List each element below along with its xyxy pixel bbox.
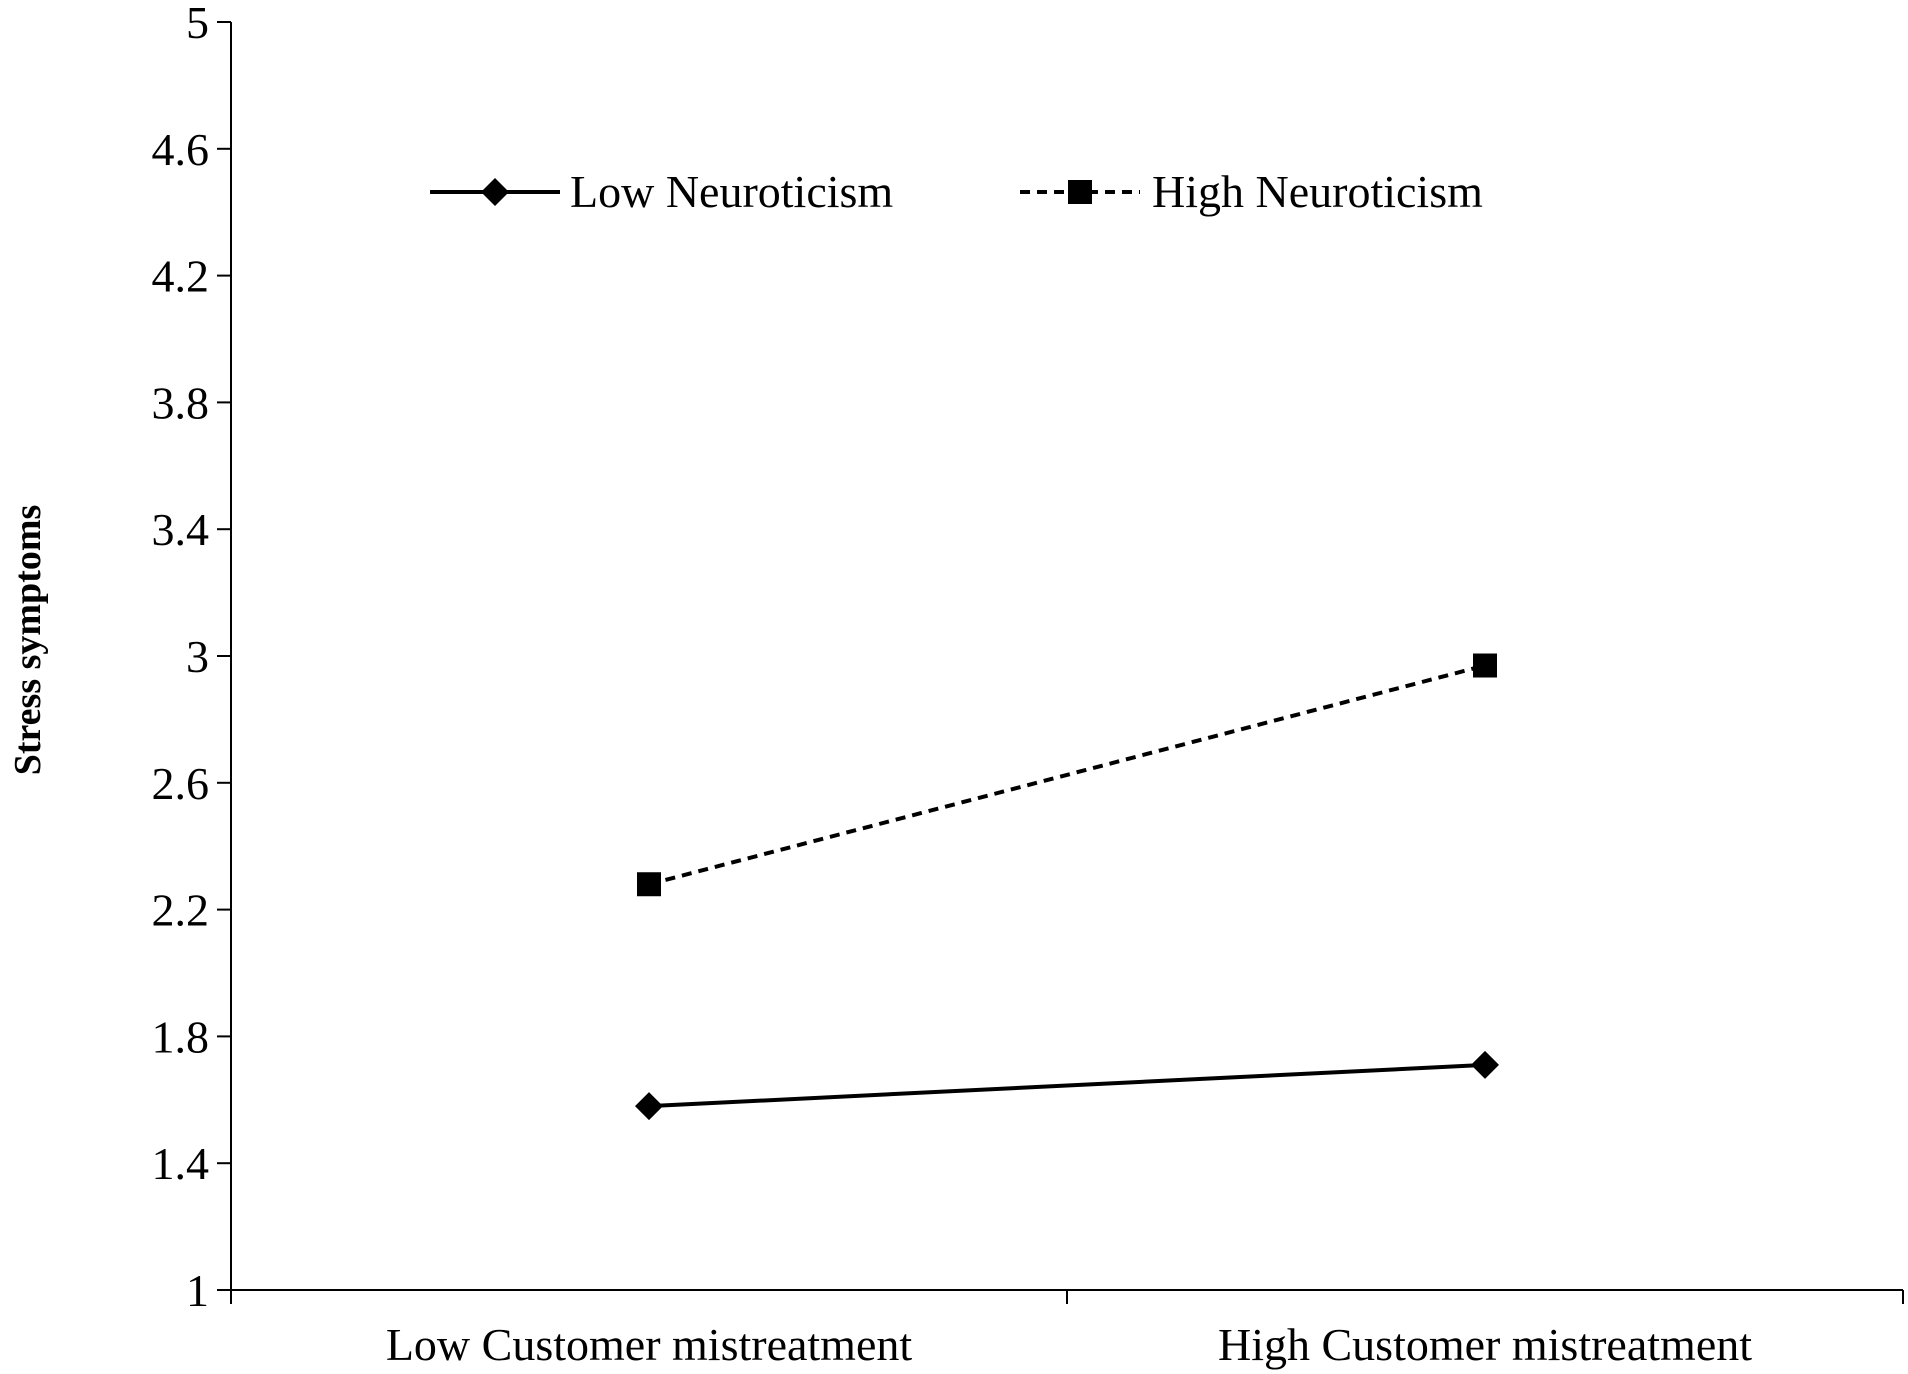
y-tick-label: 3: [186, 631, 209, 682]
x-category-label: Low Customer mistreatment: [386, 1319, 913, 1370]
data-point-diamond: [481, 178, 509, 206]
series-line: [648, 663, 1486, 887]
y-tick-label: 1: [186, 1265, 209, 1316]
y-tick-label: 2.6: [152, 758, 210, 809]
y-tick-label: 3.4: [152, 504, 210, 555]
data-point-diamond: [1471, 1050, 1499, 1079]
y-tick-label: 1.4: [152, 1138, 210, 1189]
x-category-label: High Customer mistreatment: [1218, 1319, 1752, 1370]
y-axis-label: Stress symptoms: [7, 505, 49, 776]
legend: Low Neuroticism High Neuroticism: [430, 166, 1483, 217]
series-line: [648, 1062, 1486, 1109]
y-axis: 1 1.4 1.8 2.2 2.6 3 3.4 3.8 4.2 4.6 5: [152, 0, 232, 1316]
series-layer: [635, 653, 1499, 1121]
legend-label: Low Neuroticism: [570, 166, 893, 217]
legend-item-low-neuroticism: Low Neuroticism: [430, 166, 893, 217]
y-tick-label: 2.2: [152, 885, 210, 936]
data-point-diamond: [635, 1092, 663, 1121]
data-point-square: [1473, 653, 1497, 678]
y-tick-label: 4.2: [152, 251, 210, 302]
series-low-neuroticism: [635, 1050, 1499, 1121]
data-point-square: [1068, 180, 1092, 204]
legend-item-high-neuroticism: High Neuroticism: [1020, 166, 1483, 217]
series-high-neuroticism: [637, 653, 1497, 897]
y-tick-label: 1.8: [152, 1011, 210, 1062]
y-tick-label: 5: [186, 0, 209, 48]
y-tick-label: 4.6: [152, 124, 210, 175]
y-tick-label: 3.8: [152, 377, 210, 428]
legend-label: High Neuroticism: [1152, 166, 1483, 217]
data-point-square: [637, 872, 661, 897]
x-axis: Low Customer mistreatment High Customer m…: [230, 1289, 1904, 1370]
